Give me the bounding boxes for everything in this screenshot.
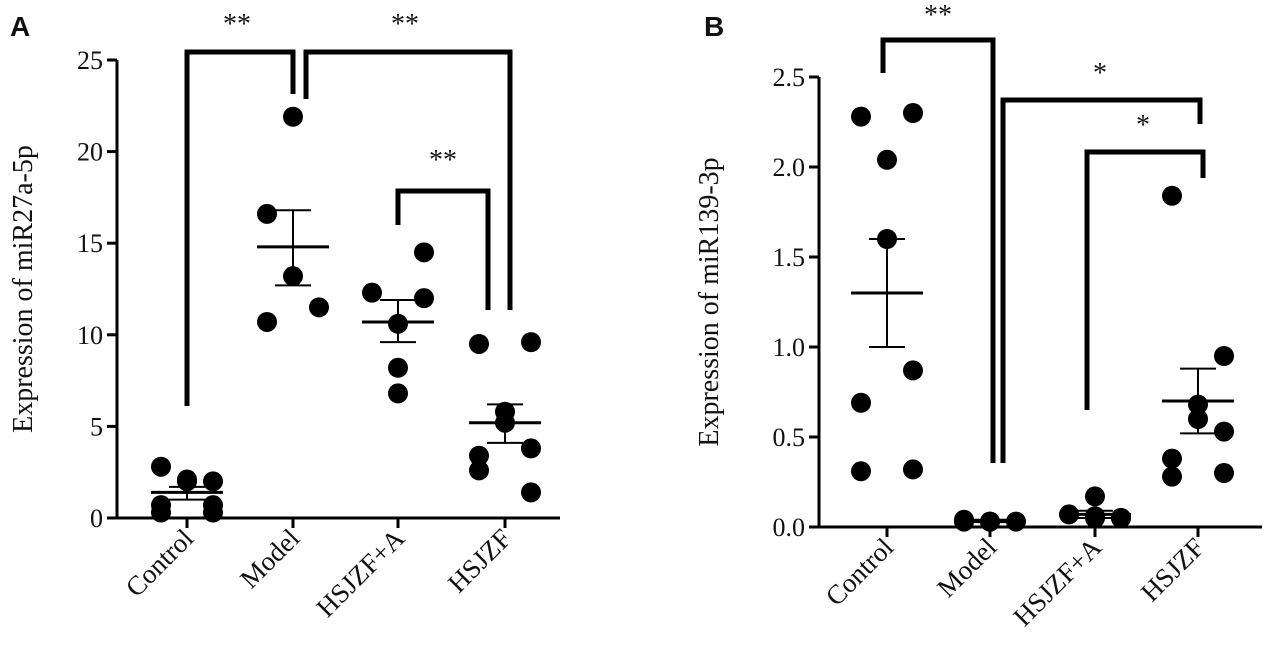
data-point — [521, 438, 541, 459]
y-tick-label: 25 — [77, 46, 103, 75]
data-point — [469, 333, 489, 354]
data-point — [1162, 466, 1182, 487]
significance-bracket — [1084, 149, 1206, 410]
y-tick-label: 1.5 — [773, 243, 806, 272]
x-tick-label: Control — [120, 523, 200, 603]
data-point — [203, 502, 223, 523]
data-point — [257, 311, 277, 332]
data-point — [1162, 448, 1182, 469]
data-point — [1214, 463, 1234, 483]
data-point — [903, 103, 923, 123]
data-point — [521, 332, 541, 353]
x-tick-label: Control — [820, 532, 900, 612]
group-hsjzf-a — [362, 242, 434, 404]
significance-label: ** — [429, 145, 457, 176]
data-point — [521, 482, 541, 503]
data-point — [388, 357, 408, 378]
group-control — [151, 456, 223, 523]
data-point — [414, 288, 434, 309]
data-point — [851, 106, 871, 127]
significance-label: ** — [391, 9, 419, 40]
y-axis-label: Expression of miR139-3p — [694, 157, 725, 446]
data-point — [151, 456, 171, 477]
significance-bracket — [1000, 97, 1203, 463]
y-tick-label: 2.0 — [773, 153, 806, 182]
data-point — [362, 282, 382, 303]
y-tick-label: 0 — [90, 504, 103, 533]
y-tick-label: 15 — [77, 229, 103, 258]
data-point — [388, 383, 408, 404]
x-tick-label: HSJZF+A — [310, 523, 410, 623]
panel-a: A 0 5 10 15 20 25 Expression of miR27a-5p Contro… — [8, 9, 560, 623]
significance-label: * — [1136, 110, 1150, 141]
x-tick-label: Model — [931, 532, 1002, 603]
significance-bracket — [184, 49, 296, 406]
data-point — [903, 459, 923, 480]
data-point — [414, 242, 434, 263]
group-hsjzf-a — [1059, 486, 1131, 528]
significance-bracket — [880, 37, 996, 463]
data-point — [877, 149, 897, 170]
group-hsjzf — [1162, 185, 1234, 487]
y-tick-label: 0.5 — [773, 423, 806, 452]
data-point — [469, 445, 489, 466]
x-tick-label: HSJZF — [442, 523, 517, 598]
data-point — [469, 460, 489, 481]
significance-label: ** — [924, 0, 952, 31]
group-model — [954, 509, 1026, 532]
data-point — [1162, 185, 1182, 206]
data-point — [1214, 421, 1234, 442]
group-hsjzf — [469, 332, 541, 503]
data-point — [151, 502, 171, 523]
data-point — [283, 106, 303, 127]
significance-label: * — [1093, 58, 1107, 89]
y-tick-label: 1.0 — [773, 333, 806, 362]
y-axis-label: Expression of miR27a-5p — [8, 145, 39, 433]
y-tick-label: 5 — [90, 412, 103, 441]
y-tick-label: 0.0 — [773, 513, 806, 542]
group-control — [851, 103, 923, 482]
data-point — [851, 461, 871, 482]
data-point — [1214, 346, 1234, 366]
data-point — [203, 471, 223, 492]
group-model — [257, 106, 329, 332]
data-point — [851, 392, 871, 413]
data-point — [1085, 486, 1105, 507]
x-tick-label: Model — [234, 523, 305, 594]
data-point — [309, 297, 329, 318]
y-tick-label: 2.5 — [773, 63, 806, 92]
data-point — [257, 203, 277, 224]
significance-bracket — [303, 49, 513, 310]
x-tick-label: HSJZF+A — [1007, 532, 1107, 632]
y-tick-label: 10 — [77, 321, 103, 350]
significance-bracket — [395, 188, 491, 310]
panel-label: B — [704, 11, 724, 42]
data-point — [1111, 508, 1131, 528]
data-point — [903, 360, 923, 381]
panel-label: A — [10, 11, 30, 42]
y-tick-label: 20 — [77, 138, 103, 167]
significance-label: ** — [223, 9, 251, 40]
x-tick-label: HSJZF — [1135, 532, 1210, 607]
panel-b: B 0.0 0.5 1.0 1.5 2.0 2.5 Expression of miR139-… — [694, 0, 1262, 632]
